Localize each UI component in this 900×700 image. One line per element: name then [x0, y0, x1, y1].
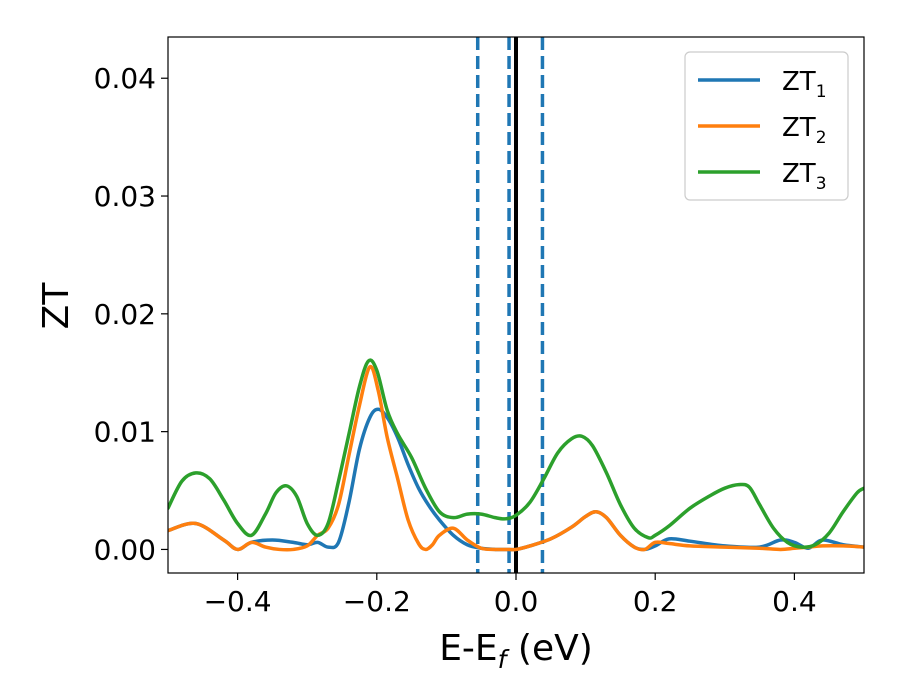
x-tick-label: 0.4: [772, 585, 817, 618]
legend-label: ZT2: [782, 113, 827, 148]
x-axis-label-unit: (eV): [506, 628, 592, 669]
legend: ZT1 ZT2 ZT3: [684, 51, 849, 201]
y-tick-label: 0.00: [94, 533, 156, 566]
y-axis-ticks: 0.00 0.01 0.02 0.03 0.04: [94, 62, 168, 566]
y-tick-label: 0.04: [94, 62, 156, 95]
vertical-marker-lines: [475, 37, 545, 573]
x-axis-ticks: −0.4 −0.2 0.0 0.2 0.4: [204, 573, 817, 618]
series-layer: [168, 358, 864, 552]
series-line-zt2: [168, 364, 864, 552]
y-tick-label: 0.02: [94, 298, 156, 331]
x-tick-label: 0.0: [494, 585, 539, 618]
x-tick-label: 0.2: [633, 585, 678, 618]
legend-box: [684, 51, 849, 201]
legend-label: ZT3: [782, 159, 827, 194]
series-line-zt3: [168, 358, 864, 549]
y-tick-label: 0.01: [94, 416, 156, 449]
x-tick-label: −0.2: [343, 585, 411, 618]
y-axis-label: ZT: [36, 282, 77, 330]
y-tick-label: 0.03: [94, 180, 156, 213]
legend-label: ZT1: [782, 67, 827, 102]
x-tick-label: −0.4: [204, 585, 272, 618]
x-axis-label: E-Ef (eV): [439, 628, 593, 674]
x-axis-label-main: E-E: [439, 628, 497, 669]
